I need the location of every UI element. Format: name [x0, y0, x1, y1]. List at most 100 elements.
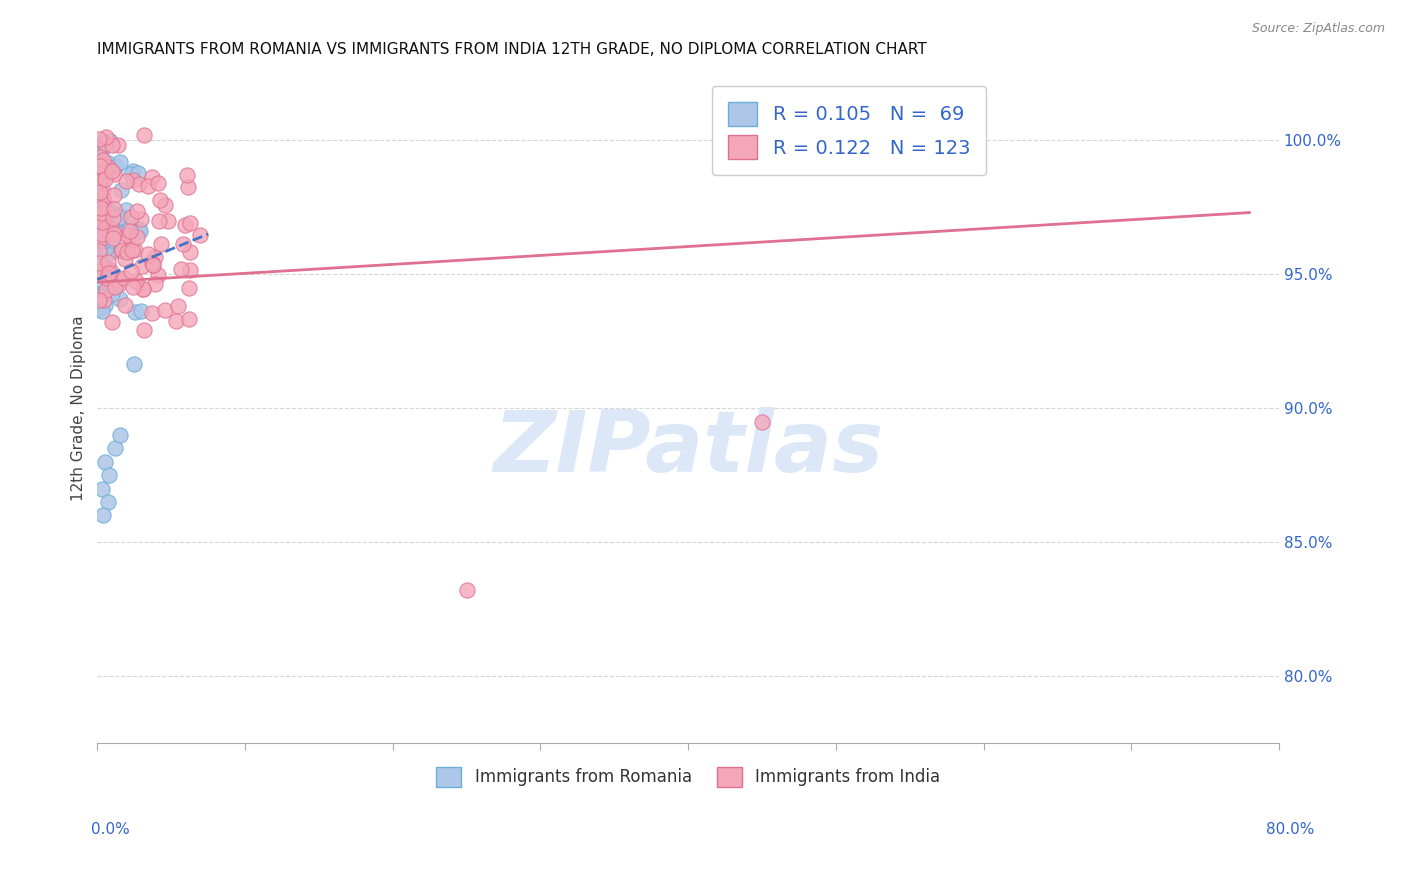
Point: [104, 442, 127, 456]
Point: [103, 202, 125, 216]
Point: [751, 415, 773, 429]
Point: [87, 216, 110, 230]
Point: [100, 245, 122, 260]
Point: [89, 291, 111, 305]
Point: [93, 163, 115, 178]
Point: [177, 180, 200, 194]
Y-axis label: 12th Grade, No Diploma: 12th Grade, No Diploma: [72, 316, 86, 501]
Point: [114, 252, 136, 267]
Point: [115, 174, 138, 188]
Point: [89, 287, 111, 301]
Point: [138, 179, 160, 194]
Point: [89, 169, 111, 183]
Point: [98, 134, 121, 148]
Point: [188, 228, 211, 243]
Point: [170, 261, 193, 276]
Point: [89, 274, 111, 288]
Point: [87, 256, 110, 270]
Point: [104, 220, 127, 235]
Point: [90, 264, 112, 278]
Point: [110, 244, 132, 259]
Point: [148, 214, 170, 228]
Point: [103, 227, 125, 242]
Point: [89, 138, 111, 153]
Point: [97, 495, 120, 509]
Point: [91, 243, 114, 257]
Point: [87, 131, 110, 145]
Point: [108, 428, 131, 442]
Point: [101, 137, 124, 152]
Point: [120, 210, 142, 224]
Point: [103, 188, 125, 202]
Point: [89, 263, 111, 277]
Point: [90, 215, 112, 229]
Point: [128, 177, 150, 191]
Point: [87, 144, 110, 158]
Point: [94, 209, 117, 223]
Point: [98, 266, 121, 280]
Point: [91, 191, 114, 205]
Point: [143, 250, 166, 264]
Point: [120, 264, 142, 278]
Point: [87, 293, 110, 307]
Point: [132, 282, 155, 296]
Point: [111, 243, 134, 257]
Point: [89, 185, 111, 199]
Point: [101, 163, 124, 178]
Point: [91, 508, 114, 523]
Point: [124, 243, 146, 257]
Point: [96, 261, 118, 276]
Point: [101, 315, 124, 329]
Point: [89, 157, 111, 171]
Point: [87, 194, 110, 208]
Point: [179, 216, 201, 230]
Point: [90, 174, 112, 188]
Point: [87, 209, 110, 223]
Point: [91, 141, 114, 155]
Point: [93, 135, 115, 149]
Point: [129, 212, 152, 227]
Point: [94, 137, 117, 152]
Point: [89, 301, 111, 315]
Text: IMMIGRANTS FROM ROMANIA VS IMMIGRANTS FROM INDIA 12TH GRADE, NO DIPLOMA CORRELAT: IMMIGRANTS FROM ROMANIA VS IMMIGRANTS FR…: [97, 42, 927, 57]
Point: [176, 168, 198, 182]
Point: [115, 202, 138, 217]
Point: [104, 221, 127, 235]
Text: ZIPatlas: ZIPatlas: [494, 407, 883, 490]
Text: 0.0%: 0.0%: [91, 822, 131, 837]
Point: [108, 292, 131, 306]
Point: [456, 583, 478, 598]
Point: [93, 293, 115, 307]
Point: [153, 198, 176, 212]
Point: [103, 167, 125, 181]
Point: [96, 130, 118, 145]
Point: [96, 206, 118, 220]
Point: [98, 161, 121, 176]
Point: [122, 172, 145, 186]
Point: [90, 303, 112, 318]
Point: [174, 218, 197, 232]
Point: [105, 159, 128, 173]
Point: [87, 289, 110, 303]
Point: [90, 164, 112, 178]
Point: [101, 222, 124, 236]
Point: [98, 468, 121, 483]
Point: [107, 272, 129, 286]
Point: [141, 170, 163, 185]
Point: [141, 306, 163, 320]
Point: [89, 242, 111, 256]
Point: [100, 287, 122, 301]
Point: [141, 258, 163, 272]
Point: [115, 227, 138, 242]
Point: [97, 160, 120, 174]
Point: [125, 203, 148, 218]
Point: [91, 260, 114, 275]
Point: [136, 247, 159, 261]
Point: [98, 263, 121, 277]
Point: [97, 156, 120, 170]
Point: [90, 201, 112, 215]
Point: [90, 158, 112, 172]
Point: [101, 231, 124, 245]
Point: [90, 156, 112, 170]
Point: [121, 243, 143, 257]
